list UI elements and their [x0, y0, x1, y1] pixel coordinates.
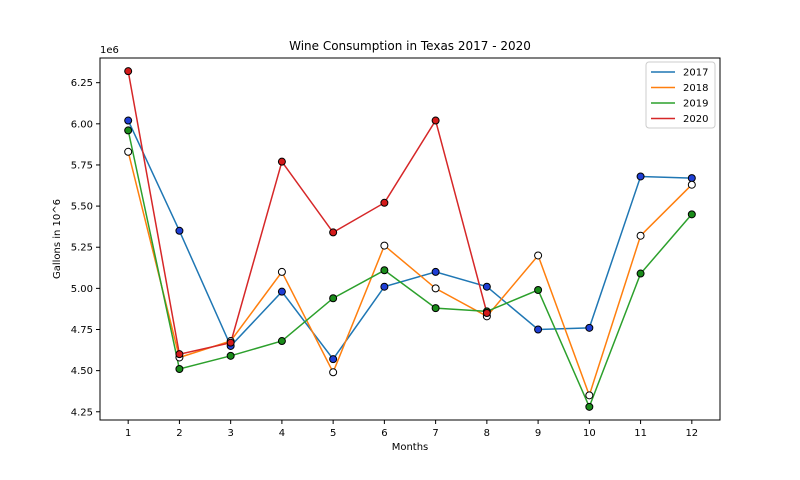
- data-point-2017: [534, 325, 543, 334]
- x-tick-label: 9: [535, 428, 541, 439]
- legend-label: 2020: [683, 114, 708, 125]
- data-point-2017: [687, 174, 696, 183]
- y-tick-label: 6.25: [71, 78, 93, 89]
- data-point-2017: [380, 282, 389, 291]
- data-point-2018: [380, 241, 389, 250]
- data-point-2018: [329, 368, 338, 377]
- x-tick-label: 10: [583, 428, 596, 439]
- legend-label: 2017: [683, 68, 708, 79]
- data-point-2020: [482, 309, 491, 318]
- data-point-2018: [687, 180, 696, 189]
- x-tick-label: 11: [634, 428, 647, 439]
- x-tick-label: 2: [176, 428, 182, 439]
- x-axis: 1 2 3 4 5 6 7 8 9 10 11 12: [125, 420, 698, 439]
- x-tick-label: 4: [279, 428, 285, 439]
- chart-title: Wine Consumption in Texas 2017 - 2020: [289, 39, 531, 53]
- series-layer: [127, 71, 693, 409]
- y-tick-label: 5.50: [71, 202, 93, 213]
- data-point-2017: [124, 116, 133, 125]
- y-tick-label: 4.75: [71, 325, 93, 336]
- y-offset-label: 1e6: [100, 45, 119, 56]
- data-point-2020: [277, 157, 286, 166]
- data-point-2019: [175, 364, 184, 373]
- data-point-2020: [175, 350, 184, 359]
- data-point-2017: [175, 226, 184, 235]
- series-line-2017: [127, 120, 692, 361]
- data-point-2020: [329, 228, 338, 237]
- legend-label: 2019: [683, 99, 708, 110]
- series-line-2020: [127, 71, 488, 356]
- data-point-2017: [482, 282, 491, 291]
- data-point-2017: [329, 355, 338, 364]
- data-point-2019: [380, 266, 389, 275]
- x-tick-label: 3: [227, 428, 233, 439]
- data-point-2018: [124, 147, 133, 156]
- x-tick-label: 1: [125, 428, 131, 439]
- data-point-2019: [277, 337, 286, 346]
- data-point-2019: [226, 351, 235, 360]
- data-point-2019: [687, 210, 696, 219]
- data-point-2018: [585, 391, 594, 400]
- y-tick-label: 6.00: [71, 119, 93, 130]
- legend-label: 2018: [683, 83, 708, 94]
- data-point-2017: [585, 323, 594, 332]
- x-tick-label: 6: [381, 428, 387, 439]
- data-point-2019: [585, 402, 594, 411]
- y-tick-label: 4.50: [71, 366, 93, 377]
- y-tick-label: 4.25: [71, 407, 93, 418]
- series-line-2019: [127, 130, 693, 409]
- data-point-2020: [431, 116, 440, 125]
- y-tick-label: 5.75: [71, 160, 93, 171]
- x-tick-label: 5: [330, 428, 336, 439]
- data-point-2019: [636, 269, 645, 278]
- plot-area: [99, 57, 721, 421]
- data-point-2017: [431, 267, 440, 276]
- x-tick-label: 12: [685, 428, 698, 439]
- data-point-2020: [226, 338, 235, 347]
- y-axis: 4.25 4.50 4.75 5.00 5.25 5.50 5.75 6.00 6.25: [71, 78, 100, 418]
- y-axis-label: Gallons in 10^6: [52, 199, 63, 279]
- y-tick-label: 5.00: [71, 284, 93, 295]
- data-point-2018: [431, 284, 440, 293]
- data-point-2018: [277, 267, 286, 276]
- y-tick-label: 5.25: [71, 243, 93, 254]
- data-point-2020: [380, 198, 389, 207]
- data-point-2017: [636, 172, 645, 181]
- data-point-2017: [277, 287, 286, 296]
- x-tick-label: 7: [432, 428, 438, 439]
- data-point-2019: [124, 126, 133, 135]
- data-point-2019: [534, 286, 543, 295]
- legend: 2017 2018 2019 2020: [645, 61, 716, 129]
- legend-box: [645, 61, 716, 129]
- data-point-2019: [431, 304, 440, 313]
- data-point-2018: [636, 231, 645, 240]
- marker-layer: [124, 67, 696, 411]
- data-point-2018: [534, 251, 543, 260]
- x-tick-label: 8: [484, 428, 490, 439]
- series-line-2018: [127, 151, 693, 398]
- x-axis-label: Months: [392, 442, 429, 453]
- data-point-2020: [124, 67, 133, 76]
- data-point-2019: [329, 294, 338, 303]
